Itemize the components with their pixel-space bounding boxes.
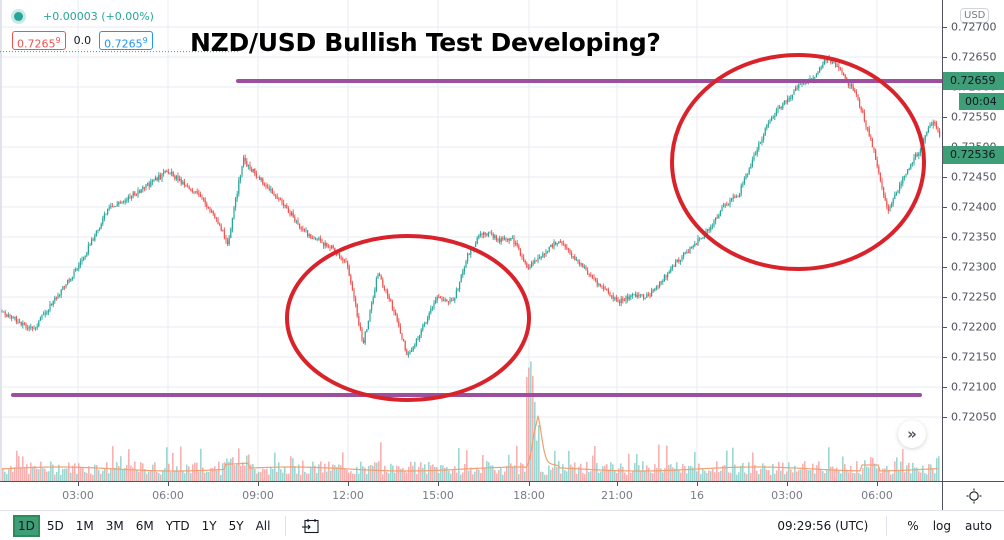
volume-moving-average	[1, 415, 939, 472]
price-tick	[943, 267, 947, 268]
price-label: 0.72400	[951, 200, 997, 214]
go-to-date-button[interactable]	[302, 518, 320, 534]
toolbar-divider	[886, 515, 888, 536]
range-button-5d[interactable]: 5D	[46, 518, 64, 533]
range-button-all[interactable]: All	[255, 518, 271, 533]
price-label: 0.72300	[951, 260, 997, 274]
price-label: 0.72050	[951, 410, 997, 424]
sun-settings-icon	[966, 488, 981, 504]
buy-price-button[interactable]: 0.72659	[99, 31, 153, 51]
price-scale[interactable]: USD 0.727000.726500.726000.725500.725000…	[942, 0, 1004, 481]
range-button-6m[interactable]: 6M	[135, 518, 154, 533]
current-price-tag: 0.72659	[943, 72, 1004, 90]
price-label: 0.72450	[951, 170, 997, 184]
price-label: 0.72550	[951, 110, 997, 124]
time-scale[interactable]: 03:00 06:00 09:00 12:00 15:00 18:00 21:00 16 03:…	[0, 481, 942, 510]
time-tick	[348, 482, 349, 486]
price-label: 0.72200	[951, 320, 997, 334]
time-label: 06:00	[861, 489, 893, 502]
price-tick	[943, 327, 947, 328]
time-label: 12:00	[332, 489, 364, 502]
price-tick	[943, 207, 947, 208]
range-button-1m[interactable]: 1M	[75, 518, 94, 533]
price-tick	[943, 417, 947, 418]
range-button-ytd[interactable]: YTD	[165, 518, 190, 533]
time-label: 18:00	[513, 489, 545, 502]
price-chart[interactable]	[0, 0, 942, 481]
price-label: 0.72150	[951, 350, 997, 364]
scroll-to-realtime-button[interactable]: »	[898, 420, 926, 448]
utc-clock[interactable]: 09:29:56 (UTC)	[777, 518, 869, 533]
sell-price-button[interactable]: 0.72659	[12, 31, 66, 51]
time-tick	[438, 482, 439, 486]
price-label: 0.72700	[951, 20, 997, 34]
time-tick	[787, 482, 788, 486]
time-tick	[168, 482, 169, 486]
market-status-icon	[14, 11, 23, 21]
toolbar-divider	[285, 515, 287, 536]
buy-price-pip: 9	[142, 36, 148, 45]
price-tick	[943, 117, 947, 118]
price-label: 0.72100	[951, 380, 997, 394]
calendar-goto-icon	[302, 518, 320, 533]
symbol-legend: +0.00003 (+0.00%) 0.72659 0.0 0.72659	[12, 6, 154, 51]
price-change: +0.00003 (+0.00%)	[43, 9, 154, 23]
range-button-3m[interactable]: 3M	[105, 518, 124, 533]
volume-histogram	[1, 361, 940, 481]
time-label: 06:00	[152, 489, 184, 502]
time-label: 21:00	[601, 489, 633, 502]
sell-price-pip: 9	[55, 36, 61, 45]
range-button-5y[interactable]: 5Y	[228, 518, 244, 533]
price-tick	[943, 297, 947, 298]
time-label: 16	[690, 489, 704, 502]
time-tick	[617, 482, 618, 486]
highs-test-circle[interactable]	[670, 53, 926, 271]
time-label: 03:00	[771, 489, 803, 502]
sell-price: 0.7265	[17, 37, 56, 51]
log-scale-toggle[interactable]: log	[932, 518, 951, 533]
price-tick	[943, 237, 947, 238]
horizontal-level-tag: 0.72536	[943, 146, 1004, 164]
time-tick	[78, 482, 79, 486]
price-tick	[943, 357, 947, 358]
bar-countdown-tag: 00:04	[959, 93, 1004, 110]
range-button-1y[interactable]: 1Y	[201, 518, 217, 533]
chart-settings-button[interactable]	[942, 481, 1004, 510]
date-range-group: 1D 5D 1M 3M 6M YTD 1Y 5Y All	[13, 514, 275, 537]
price-label: 0.72250	[951, 290, 997, 304]
auto-scale-toggle[interactable]: auto	[964, 518, 992, 533]
drawing-annotations[interactable]	[0, 51, 942, 402]
currency-badge[interactable]: USD	[960, 8, 990, 23]
price-label: 0.72350	[951, 230, 997, 244]
time-tick	[697, 482, 698, 486]
percent-scale-toggle[interactable]: %	[907, 518, 919, 533]
bottoming-zone-circle[interactable]	[285, 234, 531, 402]
range-button-1d[interactable]: 1D	[13, 514, 40, 537]
time-tick	[258, 482, 259, 486]
time-label: 09:00	[242, 489, 274, 502]
price-tick	[943, 57, 947, 58]
spread-value: 0.0	[73, 34, 92, 47]
chart-pane[interactable]: +0.00003 (+0.00%) 0.72659 0.0 0.72659 NZ…	[0, 0, 942, 481]
price-tick	[943, 27, 947, 28]
buy-price: 0.7265	[104, 37, 143, 51]
price-series	[1, 54, 941, 358]
time-label: 15:00	[422, 489, 454, 502]
price-tick	[943, 387, 947, 388]
chart-title: NZD/USD Bullish Test Developing?	[190, 28, 661, 57]
time-tick	[529, 482, 530, 486]
bottom-toolbar: 1D 5D 1M 3M 6M YTD 1Y 5Y All 09:29:56 (UTC) % lo…	[0, 510, 1004, 540]
time-label: 03:00	[62, 489, 94, 502]
price-label: 0.72650	[951, 50, 997, 64]
double-chevron-right-icon: »	[907, 425, 917, 443]
time-tick	[877, 482, 878, 486]
price-tick	[943, 177, 947, 178]
